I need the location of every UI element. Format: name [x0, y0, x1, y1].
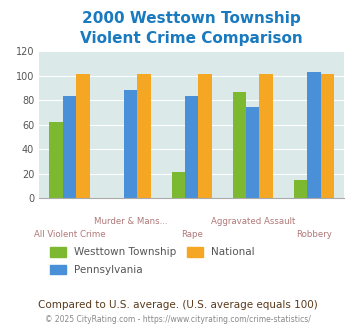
Bar — [171, 172, 185, 198]
Title: 2000 Westtown Township
Violent Crime Comparison: 2000 Westtown Township Violent Crime Com… — [80, 11, 303, 46]
Text: Compared to U.S. average. (U.S. average equals 100): Compared to U.S. average. (U.S. average … — [38, 300, 317, 310]
Text: Rape: Rape — [181, 230, 203, 239]
Text: All Violent Crime: All Violent Crime — [34, 230, 105, 239]
Legend: Pennsylvania: Pennsylvania — [50, 265, 143, 275]
Text: Aggravated Assault: Aggravated Assault — [211, 217, 295, 226]
Text: Murder & Mans...: Murder & Mans... — [94, 217, 168, 226]
Bar — [246, 108, 260, 198]
Bar — [185, 96, 198, 198]
Bar — [49, 122, 63, 198]
Bar — [321, 74, 334, 198]
Bar — [294, 180, 307, 198]
Bar — [233, 91, 246, 198]
Text: Robbery: Robbery — [296, 230, 332, 239]
Text: © 2025 CityRating.com - https://www.cityrating.com/crime-statistics/: © 2025 CityRating.com - https://www.city… — [45, 315, 310, 324]
Bar — [198, 74, 212, 198]
Bar — [63, 96, 76, 198]
Bar — [124, 90, 137, 198]
Bar — [76, 74, 90, 198]
Bar — [307, 72, 321, 198]
Bar — [260, 74, 273, 198]
Bar — [137, 74, 151, 198]
